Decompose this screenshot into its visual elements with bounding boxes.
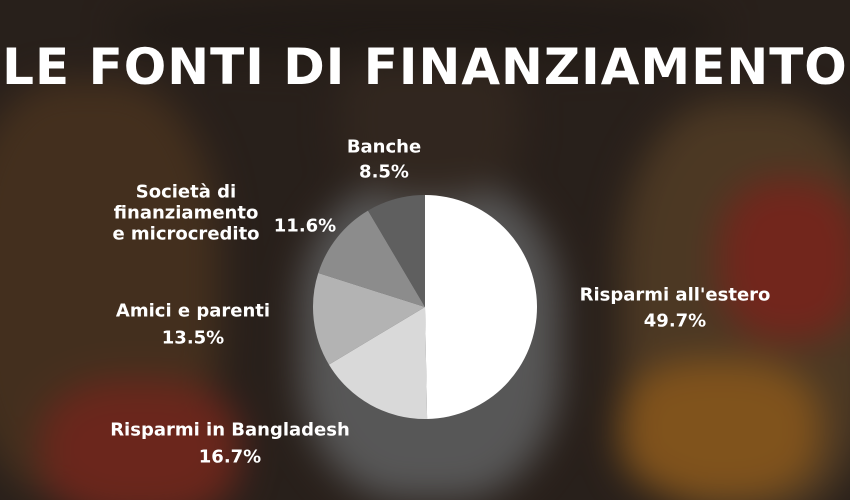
slice-label: Risparmi in Bangladesh: [110, 419, 350, 441]
slice-value: 16.7%: [198, 446, 262, 468]
slice-label: Banche: [346, 136, 422, 158]
slice-value: 49.7%: [643, 310, 707, 332]
slice-value: 11.6%: [273, 215, 337, 237]
slice-label: Amici e parenti: [115, 300, 271, 322]
pie-slice: [313, 273, 425, 365]
pie-slice: [367, 195, 425, 307]
slice-label: Risparmi all'estero: [579, 284, 771, 306]
slice-value: 8.5%: [359, 161, 409, 183]
chart-title: LE FONTI DI FINANZIAMENTO: [2, 38, 848, 96]
pie-slice: [425, 195, 538, 419]
slice-value: 13.5%: [161, 327, 225, 349]
slice-label: Società di finanziamento e microcredito: [112, 181, 260, 245]
pie-slice: [328, 307, 428, 419]
pie-slice: [318, 210, 425, 307]
